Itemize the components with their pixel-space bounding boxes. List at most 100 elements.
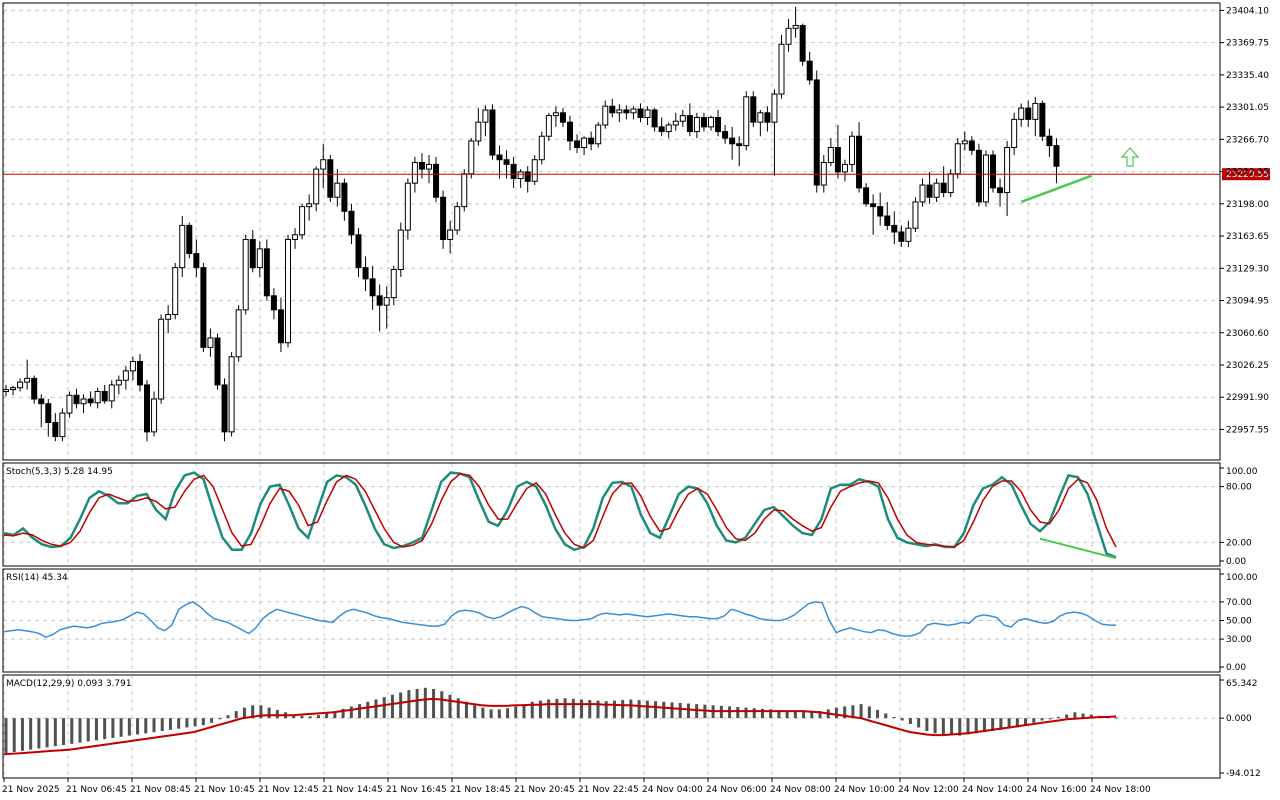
macd-histogram-bar [185, 718, 189, 728]
macd-histogram-bar [925, 718, 929, 731]
macd-histogram-bar [843, 706, 847, 719]
candle-body [708, 116, 714, 128]
macd-histogram-bar [292, 714, 296, 719]
macd-histogram-bar [1081, 713, 1085, 719]
macd-histogram-bar [160, 718, 164, 731]
macd-histogram-bar [349, 706, 353, 719]
time-label: 21 Nov 20:45 [514, 785, 575, 795]
candle-body [334, 182, 341, 198]
candle-body [729, 137, 736, 145]
stoch-tick-label: 0.00 [1226, 557, 1246, 567]
candle-body [616, 109, 623, 114]
candle-body [736, 143, 743, 147]
candle-body [376, 295, 383, 306]
macd-histogram-bar [1114, 717, 1118, 719]
candle-body [827, 147, 834, 164]
macd-histogram-bar [686, 703, 690, 719]
time-label: 24 Nov 04:00 [642, 785, 703, 795]
candle-body [743, 96, 750, 147]
candle-body [954, 143, 961, 175]
time-label: 21 Nov 16:45 [386, 785, 447, 795]
time-label: 24 Nov 08:00 [770, 785, 831, 795]
candle-body [623, 109, 630, 114]
time-label: 24 Nov 10:00 [834, 785, 895, 795]
candle-body [24, 377, 31, 383]
macd-histogram-bar [818, 711, 822, 719]
candle-body [404, 182, 411, 231]
candle-body [574, 140, 581, 149]
macd-histogram-bar [119, 718, 123, 737]
macd-histogram-bar [423, 687, 427, 719]
candle-body [292, 234, 299, 240]
candle-body [997, 187, 1004, 194]
macd-histogram-bar [193, 718, 197, 727]
candle-body [715, 116, 722, 133]
macd-histogram-bar [168, 718, 172, 730]
macd-histogram-bar [94, 718, 98, 741]
price-candles [3, 6, 1060, 442]
candle-body [94, 390, 101, 404]
current-price-badge [1222, 168, 1270, 181]
candle-body [870, 203, 877, 208]
macd-histogram-bar [637, 700, 641, 719]
macd-histogram-bar [489, 709, 493, 719]
macd-histogram-bar [982, 718, 986, 733]
candle-body [672, 120, 679, 126]
candle-body [990, 154, 996, 189]
price-tick-label: 23232.35 [1226, 168, 1269, 178]
candle-body [468, 140, 475, 175]
time-label: 24 Nov 06:00 [706, 785, 767, 795]
macd-histogram-bar [308, 716, 312, 719]
stoch-tick-label: 20.00 [1226, 538, 1252, 548]
candle-body [785, 27, 792, 45]
macd-histogram-bar [136, 718, 140, 735]
candle-body [454, 206, 461, 231]
rsi-tick-label: 30.00 [1226, 635, 1252, 645]
candle-body [651, 109, 658, 128]
macd-histogram-bar [62, 718, 66, 745]
macd-histogram-bar [259, 705, 263, 719]
candle-body [686, 115, 693, 133]
macd-histogram-bar [1073, 712, 1077, 719]
macd-histogram-bar [654, 701, 658, 719]
time-label: 21 Nov 14:45 [322, 785, 383, 795]
candle-body [38, 398, 45, 405]
candle-body [129, 360, 136, 372]
candle-body [545, 115, 552, 137]
candle-body [813, 79, 820, 186]
candle-body [1046, 135, 1053, 147]
candle-body [665, 124, 672, 133]
macd-histogram-bar [876, 709, 880, 719]
candle-body [369, 278, 376, 297]
candle-body [510, 163, 517, 179]
macd-histogram-bar [432, 688, 436, 719]
candle-body [45, 403, 52, 423]
price-tick-label: 23094.95 [1226, 297, 1269, 307]
macd-histogram-bar [884, 713, 888, 719]
candle-body [722, 131, 729, 139]
macd-histogram-bar [267, 707, 271, 719]
macd-histogram-bar [580, 699, 584, 719]
candle-body [975, 149, 982, 203]
candle-body [242, 238, 249, 311]
candle-body [306, 203, 313, 208]
candle-body [277, 309, 284, 344]
macd-histogram-bar [242, 707, 246, 719]
macd-histogram-bar [744, 707, 748, 719]
macd-histogram-bar [358, 704, 362, 719]
time-label: 21 Nov 12:45 [258, 785, 319, 795]
stoch-trend-line [1039, 537, 1117, 560]
macd-histogram-bar [201, 718, 205, 726]
pane-frame-1 [2, 462, 1221, 567]
macd-histogram-bar [604, 701, 608, 719]
macd-histogram-bar [695, 704, 699, 719]
candle-body [926, 184, 933, 198]
candle-body [66, 394, 73, 414]
candle-body [1011, 118, 1018, 149]
candle-body [165, 314, 172, 320]
candle-body [982, 154, 989, 203]
time-label: 21 Nov 18:45 [450, 785, 511, 795]
macd-histogram-bar [218, 718, 222, 720]
candle-body [355, 234, 362, 269]
